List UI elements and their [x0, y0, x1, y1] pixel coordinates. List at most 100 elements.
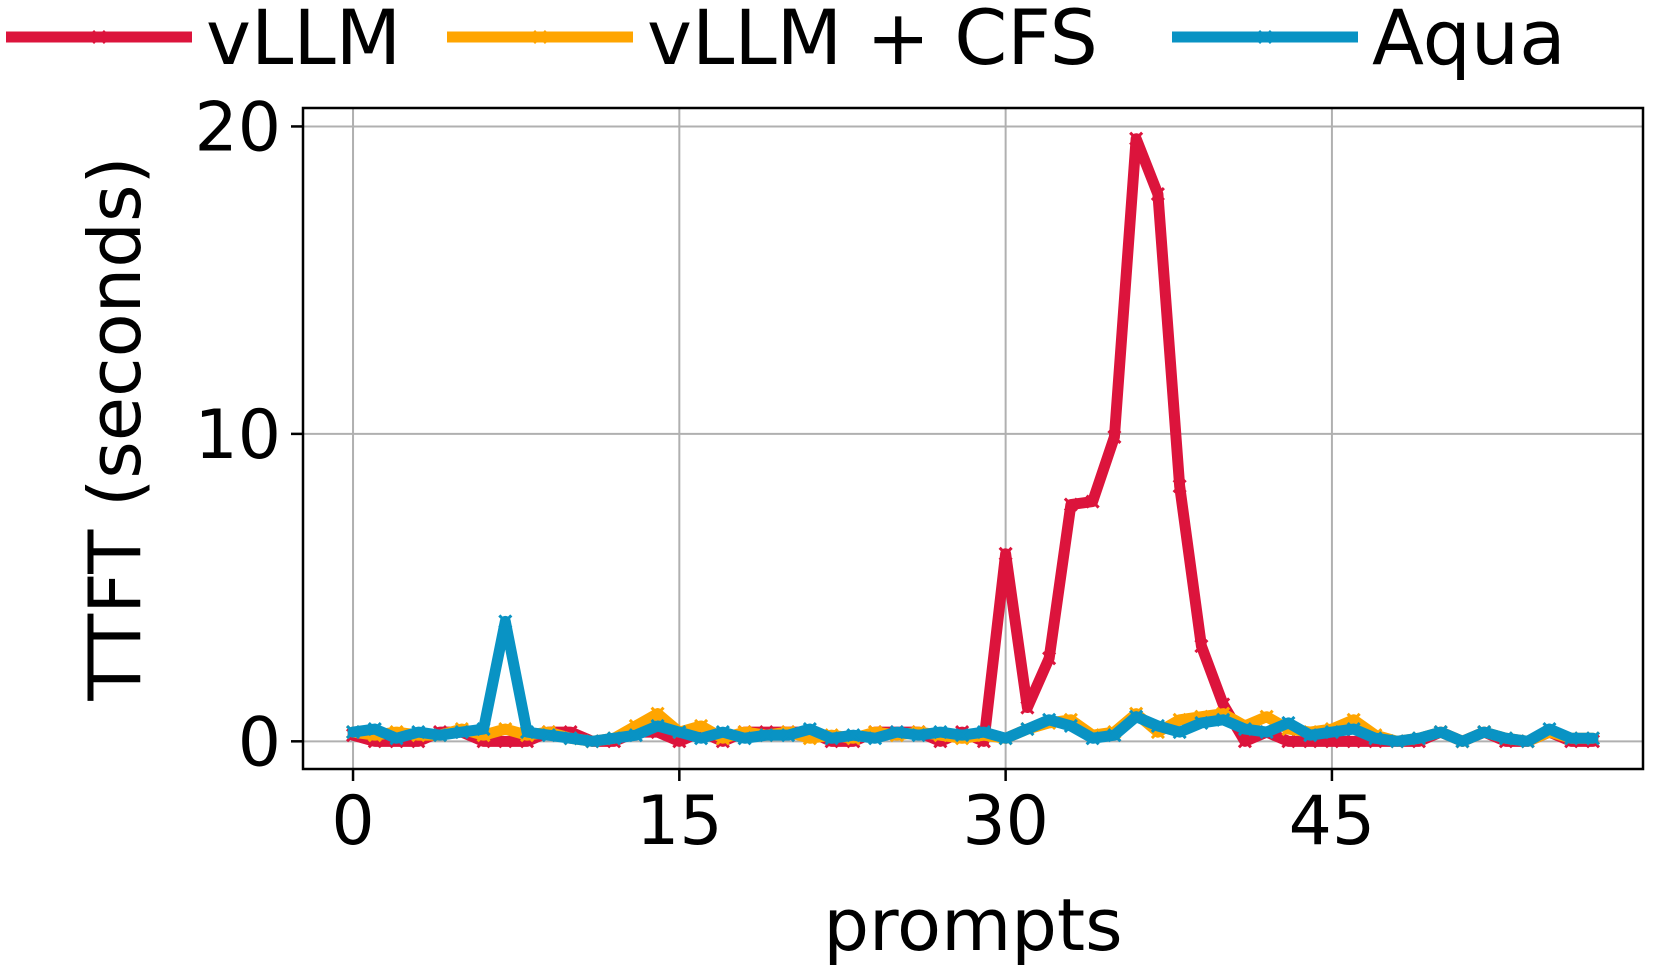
data-point-aqua [976, 725, 991, 740]
data-point-vllm [1042, 651, 1057, 666]
y-axis-label: TTFT (seconds) [73, 156, 157, 701]
data-point-aqua [1455, 734, 1470, 749]
data-point-aqua [1477, 725, 1492, 740]
data-point-aqua [585, 734, 600, 749]
data-point-vllm [1237, 734, 1252, 749]
data-point-aqua [367, 721, 382, 737]
data-point-aqua [672, 725, 687, 740]
data-point-aqua [1564, 731, 1579, 746]
legend-marker [1257, 29, 1273, 45]
legend-entry-aqua: Aqua [1172, 0, 1566, 82]
data-point-aqua [1042, 712, 1057, 727]
data-point-vllm [1172, 479, 1187, 494]
data-point-vllm-cfs [1259, 709, 1274, 724]
data-point-vllm [1020, 700, 1035, 715]
data-point-aqua [650, 718, 665, 734]
legend-label: Aqua [1372, 0, 1566, 82]
data-point-aqua [1107, 728, 1122, 743]
x-axis-label: prompts [823, 883, 1122, 967]
x-tick-label: 45 [1289, 782, 1376, 861]
data-point-aqua [737, 731, 752, 746]
data-point-aqua [1585, 731, 1601, 746]
data-point-aqua [1194, 715, 1209, 730]
y-tick-label: 10 [194, 396, 281, 475]
data-point-aqua [1411, 731, 1427, 746]
data-point-aqua [694, 731, 709, 746]
plot-frame [301, 106, 1645, 771]
data-point-aqua [1281, 715, 1296, 730]
data-point-aqua [1498, 731, 1514, 746]
data-point-aqua [998, 731, 1013, 746]
data-point-vllm [1346, 734, 1361, 749]
legend-label: vLLM + CFS [647, 0, 1098, 82]
y-tick-label: 20 [194, 88, 281, 167]
y-tick-label: 0 [238, 703, 281, 782]
series-line-aqua [347, 615, 1599, 747]
data-point-vllm-cfs [1172, 712, 1187, 727]
data-point-vllm [498, 734, 513, 749]
data-point-aqua [1259, 725, 1274, 740]
data-point-aqua [824, 731, 839, 746]
data-point-aqua [1237, 721, 1252, 737]
series-line-vllm [347, 133, 1599, 747]
data-point-vllm [1129, 131, 1144, 146]
data-point-vllm [1107, 429, 1122, 445]
data-point-aqua [563, 731, 578, 746]
y-axis-ticks: 0 10 20 [194, 88, 303, 782]
legend-marker [91, 29, 107, 45]
data-point-aqua [846, 728, 861, 743]
data-point-aqua [1390, 734, 1405, 749]
data-point-aqua [802, 721, 817, 737]
data-point-aqua [628, 728, 643, 743]
series-layer [345, 131, 1601, 749]
data-point-vllm [1063, 497, 1078, 512]
legend: vLLM vLLM + CFS Aqua [6, 0, 1566, 82]
data-point-aqua [1303, 728, 1318, 743]
series-aqua [345, 614, 1601, 749]
data-point-aqua [454, 725, 469, 740]
data-point-aqua [476, 721, 491, 737]
data-point-aqua [715, 725, 730, 740]
data-point-aqua [389, 731, 404, 746]
data-point-aqua [498, 614, 513, 629]
data-point-aqua [868, 731, 883, 746]
data-point-aqua [933, 725, 948, 740]
data-point-vllm [1194, 638, 1209, 654]
data-point-vllm [1085, 494, 1100, 509]
data-point-aqua [911, 728, 926, 743]
data-point-aqua [1150, 718, 1165, 734]
x-tick-label: 30 [962, 782, 1049, 861]
data-point-aqua [1433, 725, 1448, 740]
data-point-aqua [432, 728, 448, 743]
x-tick-label: 0 [331, 782, 374, 861]
data-point-aqua [781, 728, 796, 743]
data-point-aqua [1085, 731, 1100, 746]
data-point-vllm [1281, 734, 1296, 749]
data-point-aqua [607, 731, 622, 746]
legend-entry-vllm: vLLM [6, 0, 401, 82]
data-point-aqua [1324, 725, 1339, 740]
data-point-vllm-cfs [498, 721, 513, 737]
data-point-aqua [1542, 721, 1557, 737]
data-point-aqua [759, 728, 774, 743]
data-point-aqua [955, 728, 970, 743]
data-point-aqua [1520, 734, 1535, 749]
data-point-aqua [541, 728, 556, 743]
data-point-aqua [519, 725, 535, 740]
data-point-aqua [1346, 721, 1361, 737]
data-point-aqua [345, 725, 361, 740]
data-point-aqua [1129, 709, 1144, 724]
data-point-vllm [1150, 187, 1165, 202]
legend-marker [532, 29, 548, 45]
grid [303, 108, 1643, 769]
data-point-aqua [889, 725, 904, 740]
legend-label: vLLM [206, 0, 401, 82]
x-axis-ticks: 0 15 30 45 [331, 769, 1375, 861]
data-point-vllm [998, 546, 1013, 561]
data-point-aqua [1172, 725, 1187, 740]
data-point-aqua [1020, 721, 1035, 737]
data-point-aqua [1063, 718, 1078, 734]
data-point-aqua [1368, 731, 1383, 746]
data-point-vllm-cfs [694, 718, 709, 734]
